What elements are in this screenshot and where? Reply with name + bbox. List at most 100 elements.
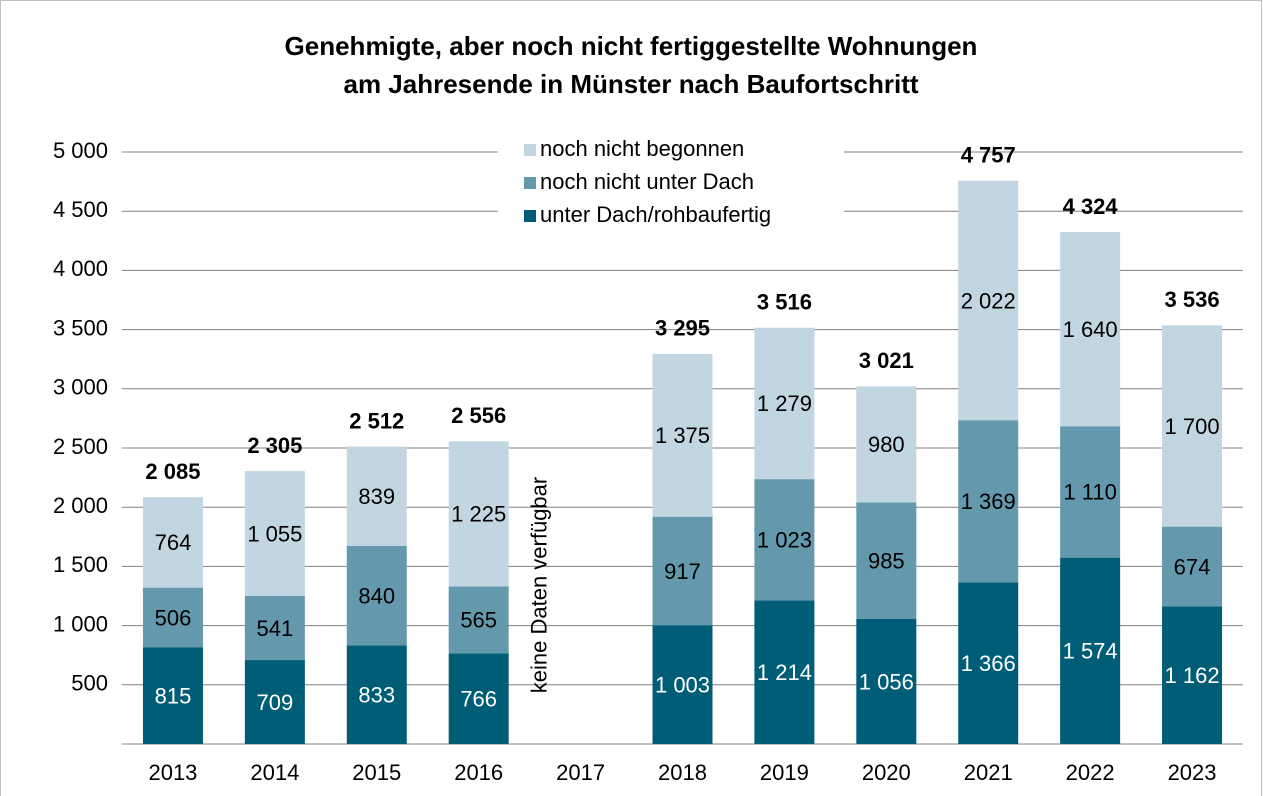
total-label: 3 536 <box>1165 287 1220 312</box>
bar-segment <box>142 647 203 744</box>
bar-segment <box>1162 606 1223 744</box>
value-label: 1 110 <box>1063 480 1116 505</box>
value-label: 764 <box>155 530 192 555</box>
x-tick-label: 2023 <box>1168 760 1217 785</box>
value-label: 506 <box>155 605 192 630</box>
bar-segment <box>754 479 815 601</box>
x-tick-label: 2015 <box>352 760 401 785</box>
bar-segment <box>652 353 713 517</box>
x-tick-label: 2016 <box>454 760 503 785</box>
value-label: 1 700 <box>1165 414 1220 439</box>
x-tick-label: 2014 <box>250 760 299 785</box>
total-label: 2 556 <box>451 403 506 428</box>
value-label: 1 369 <box>961 489 1016 514</box>
bar-segment <box>652 625 713 744</box>
value-label: 1 056 <box>859 669 914 694</box>
chart-title: am Jahresende in Münster nach Baufortsch… <box>343 69 918 99</box>
x-tick-label: 2021 <box>964 760 1013 785</box>
y-tick-label: 2 000 <box>53 493 108 518</box>
legend-swatch <box>524 210 536 222</box>
bar-segment <box>958 180 1019 421</box>
value-label: 833 <box>358 682 395 707</box>
chart-title: Genehmigte, aber noch nicht fertiggestel… <box>285 31 978 61</box>
bar-segment <box>448 586 509 654</box>
bar-segment <box>958 582 1019 744</box>
x-tick-label: 2013 <box>148 760 197 785</box>
y-tick-label: 1 500 <box>53 552 108 577</box>
y-tick-label: 3 000 <box>53 375 108 400</box>
value-label: 674 <box>1174 554 1211 579</box>
total-label: 3 021 <box>859 348 914 373</box>
bar-segment <box>856 386 917 503</box>
bar-segment <box>652 516 713 626</box>
total-label: 3 516 <box>757 290 812 315</box>
y-tick-label: 5 000 <box>53 138 108 163</box>
legend-swatch <box>524 144 536 156</box>
value-label: 1 055 <box>247 521 302 546</box>
x-tick-label: 2020 <box>862 760 911 785</box>
y-tick-label: 4 500 <box>53 197 108 222</box>
value-label: 766 <box>460 686 497 711</box>
total-label: 4 324 <box>1063 194 1119 219</box>
bar-segment <box>244 471 305 596</box>
bar-segment <box>346 446 407 546</box>
bar-segment <box>754 327 815 480</box>
bar-segment <box>856 502 917 619</box>
value-label: 1 375 <box>655 423 710 448</box>
value-label: 1 279 <box>757 391 812 416</box>
bar-segment <box>244 660 305 744</box>
x-tick-label: 2017 <box>556 760 605 785</box>
y-tick-label: 2 500 <box>53 434 108 459</box>
value-label: 1 225 <box>451 502 506 527</box>
value-label: 839 <box>358 484 395 509</box>
y-tick-label: 3 500 <box>53 315 108 340</box>
value-label: 980 <box>868 432 905 457</box>
value-label: 541 <box>257 616 294 641</box>
bar-segment <box>1060 557 1121 744</box>
bar-segment <box>346 645 407 744</box>
y-tick-label: 1 000 <box>53 611 108 636</box>
value-label: 565 <box>460 608 497 633</box>
x-tick-label: 2018 <box>658 760 707 785</box>
legend-swatch <box>524 177 536 189</box>
legend-label: noch nicht unter Dach <box>540 169 754 194</box>
bar-segment <box>244 596 305 661</box>
value-label: 1 003 <box>655 672 710 697</box>
y-tick-label: 500 <box>71 671 108 696</box>
bar-segment <box>856 618 917 744</box>
value-label: 1 640 <box>1063 317 1118 342</box>
total-label: 2 305 <box>247 433 302 458</box>
total-label: 2 512 <box>349 408 404 433</box>
y-tick-label: 4 000 <box>53 256 108 281</box>
value-label: 1 162 <box>1165 663 1220 688</box>
value-label: 1 023 <box>757 528 812 553</box>
value-label: 709 <box>257 690 294 715</box>
legend-label: unter Dach/rohbaufertig <box>540 202 771 227</box>
x-tick-label: 2019 <box>760 760 809 785</box>
bar-segment <box>346 545 407 646</box>
bar-segment <box>1060 426 1121 558</box>
value-label: 1 214 <box>757 660 812 685</box>
value-label: 815 <box>155 684 192 709</box>
value-label: 840 <box>358 583 395 608</box>
total-label: 4 757 <box>961 143 1016 168</box>
value-label: 2 022 <box>961 288 1016 313</box>
bar-segment <box>142 587 203 648</box>
bar-segment <box>1060 232 1121 427</box>
bar-segment <box>1162 526 1223 607</box>
value-label: 1 366 <box>961 651 1016 676</box>
legend-label: noch nicht begonnen <box>540 136 744 161</box>
x-tick-label: 2022 <box>1066 760 1115 785</box>
value-label: 917 <box>664 559 701 584</box>
value-label: 985 <box>868 548 905 573</box>
bar-segment <box>448 653 509 744</box>
annotation: keine Daten verfügbar <box>526 477 551 693</box>
bar-segment <box>1162 325 1223 527</box>
bar-segment <box>754 600 815 744</box>
legend-box <box>498 132 844 237</box>
bar-segment <box>142 497 203 588</box>
bar-segment <box>958 420 1019 583</box>
bar-segment <box>448 441 509 587</box>
value-label: 1 574 <box>1063 639 1118 664</box>
